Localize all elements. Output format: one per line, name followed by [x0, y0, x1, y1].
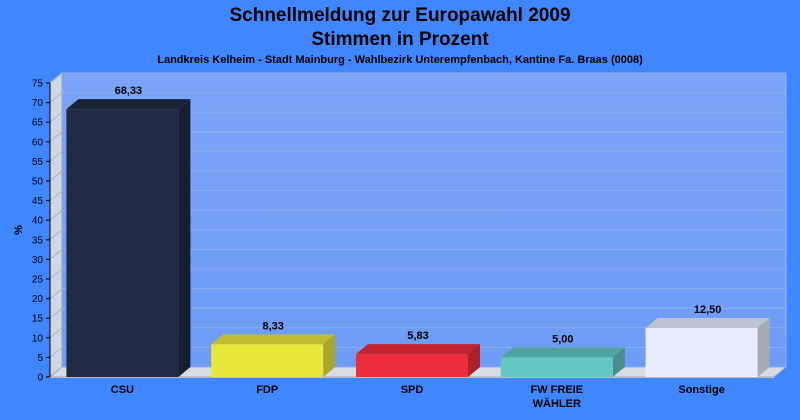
gridline-side	[49, 190, 63, 201]
bar-top	[66, 99, 191, 110]
gridline-side	[49, 92, 63, 103]
bar	[645, 328, 758, 377]
gridline-side	[49, 72, 63, 84]
data-label: 5,83	[407, 330, 428, 342]
bar	[66, 109, 179, 378]
y-tick-label: 30	[32, 255, 44, 266]
data-label: 5,00	[552, 333, 573, 345]
gridline-side	[49, 170, 63, 182]
data-label: 12,50	[694, 304, 722, 316]
y-tick-label: 55	[32, 157, 44, 168]
y-tick-label: 40	[32, 216, 44, 227]
y-tick-label: 70	[32, 98, 44, 109]
y-tick-label: 35	[32, 235, 44, 246]
chart-title: Schnellmeldung zur Europawahl 2009	[229, 5, 571, 26]
bar	[500, 357, 613, 377]
y-tick-label: 5	[37, 353, 43, 364]
gridline-side	[49, 131, 63, 143]
data-label: 68,33	[115, 85, 143, 97]
bar	[211, 344, 324, 377]
y-tick-label: 20	[32, 294, 44, 305]
gridline-side	[49, 347, 63, 358]
gridline-side	[49, 209, 63, 221]
bar-side	[178, 99, 191, 378]
y-tick-label: 65	[32, 118, 44, 129]
data-label: 8,33	[262, 320, 283, 332]
bar-side	[757, 318, 770, 377]
x-tick-label: CSU	[111, 384, 134, 396]
gridline-side	[49, 111, 63, 123]
gridline-side	[49, 151, 63, 162]
x-tick-label: Sonstige	[678, 384, 724, 396]
chart-subtitle-line: Stimmen in Prozent	[311, 29, 489, 50]
gridline-side	[49, 249, 63, 260]
y-axis-label: %	[13, 225, 25, 235]
bar-top	[211, 334, 336, 345]
x-tick-label: FW FREIE	[531, 384, 584, 396]
y-tick-label: 10	[32, 333, 44, 344]
bar-top	[356, 344, 480, 355]
y-tick-label: 60	[32, 137, 44, 148]
y-tick-label: 0	[37, 373, 43, 384]
y-tick-label: 25	[32, 275, 44, 286]
bar-side	[323, 334, 336, 377]
x-tick-label: FDP	[256, 384, 278, 396]
gridline-side	[49, 268, 63, 280]
y-tick-label: 50	[32, 177, 44, 188]
gridline-side	[49, 307, 63, 319]
bar-side	[612, 347, 625, 377]
plot-floor-edge	[50, 377, 774, 378]
bar-top	[645, 318, 770, 328]
gridline-side	[49, 288, 63, 299]
bar-top	[500, 347, 625, 358]
y-tick-label: 15	[32, 314, 44, 325]
gridline-side	[49, 327, 63, 339]
chart-subtitle: Landkreis Kelheim - Stadt Mainburg - Wah…	[157, 54, 643, 66]
gridline-side	[49, 229, 63, 241]
x-tick-label-line2: WÄHLER	[533, 397, 581, 410]
y-tick-label: 45	[32, 196, 44, 207]
x-tick-label: SPD	[401, 384, 424, 396]
plot-side-wall	[49, 71, 63, 379]
gridline-side	[49, 366, 63, 378]
bar-side	[468, 344, 480, 377]
bar	[356, 354, 468, 377]
y-tick-label: 75	[32, 79, 44, 90]
